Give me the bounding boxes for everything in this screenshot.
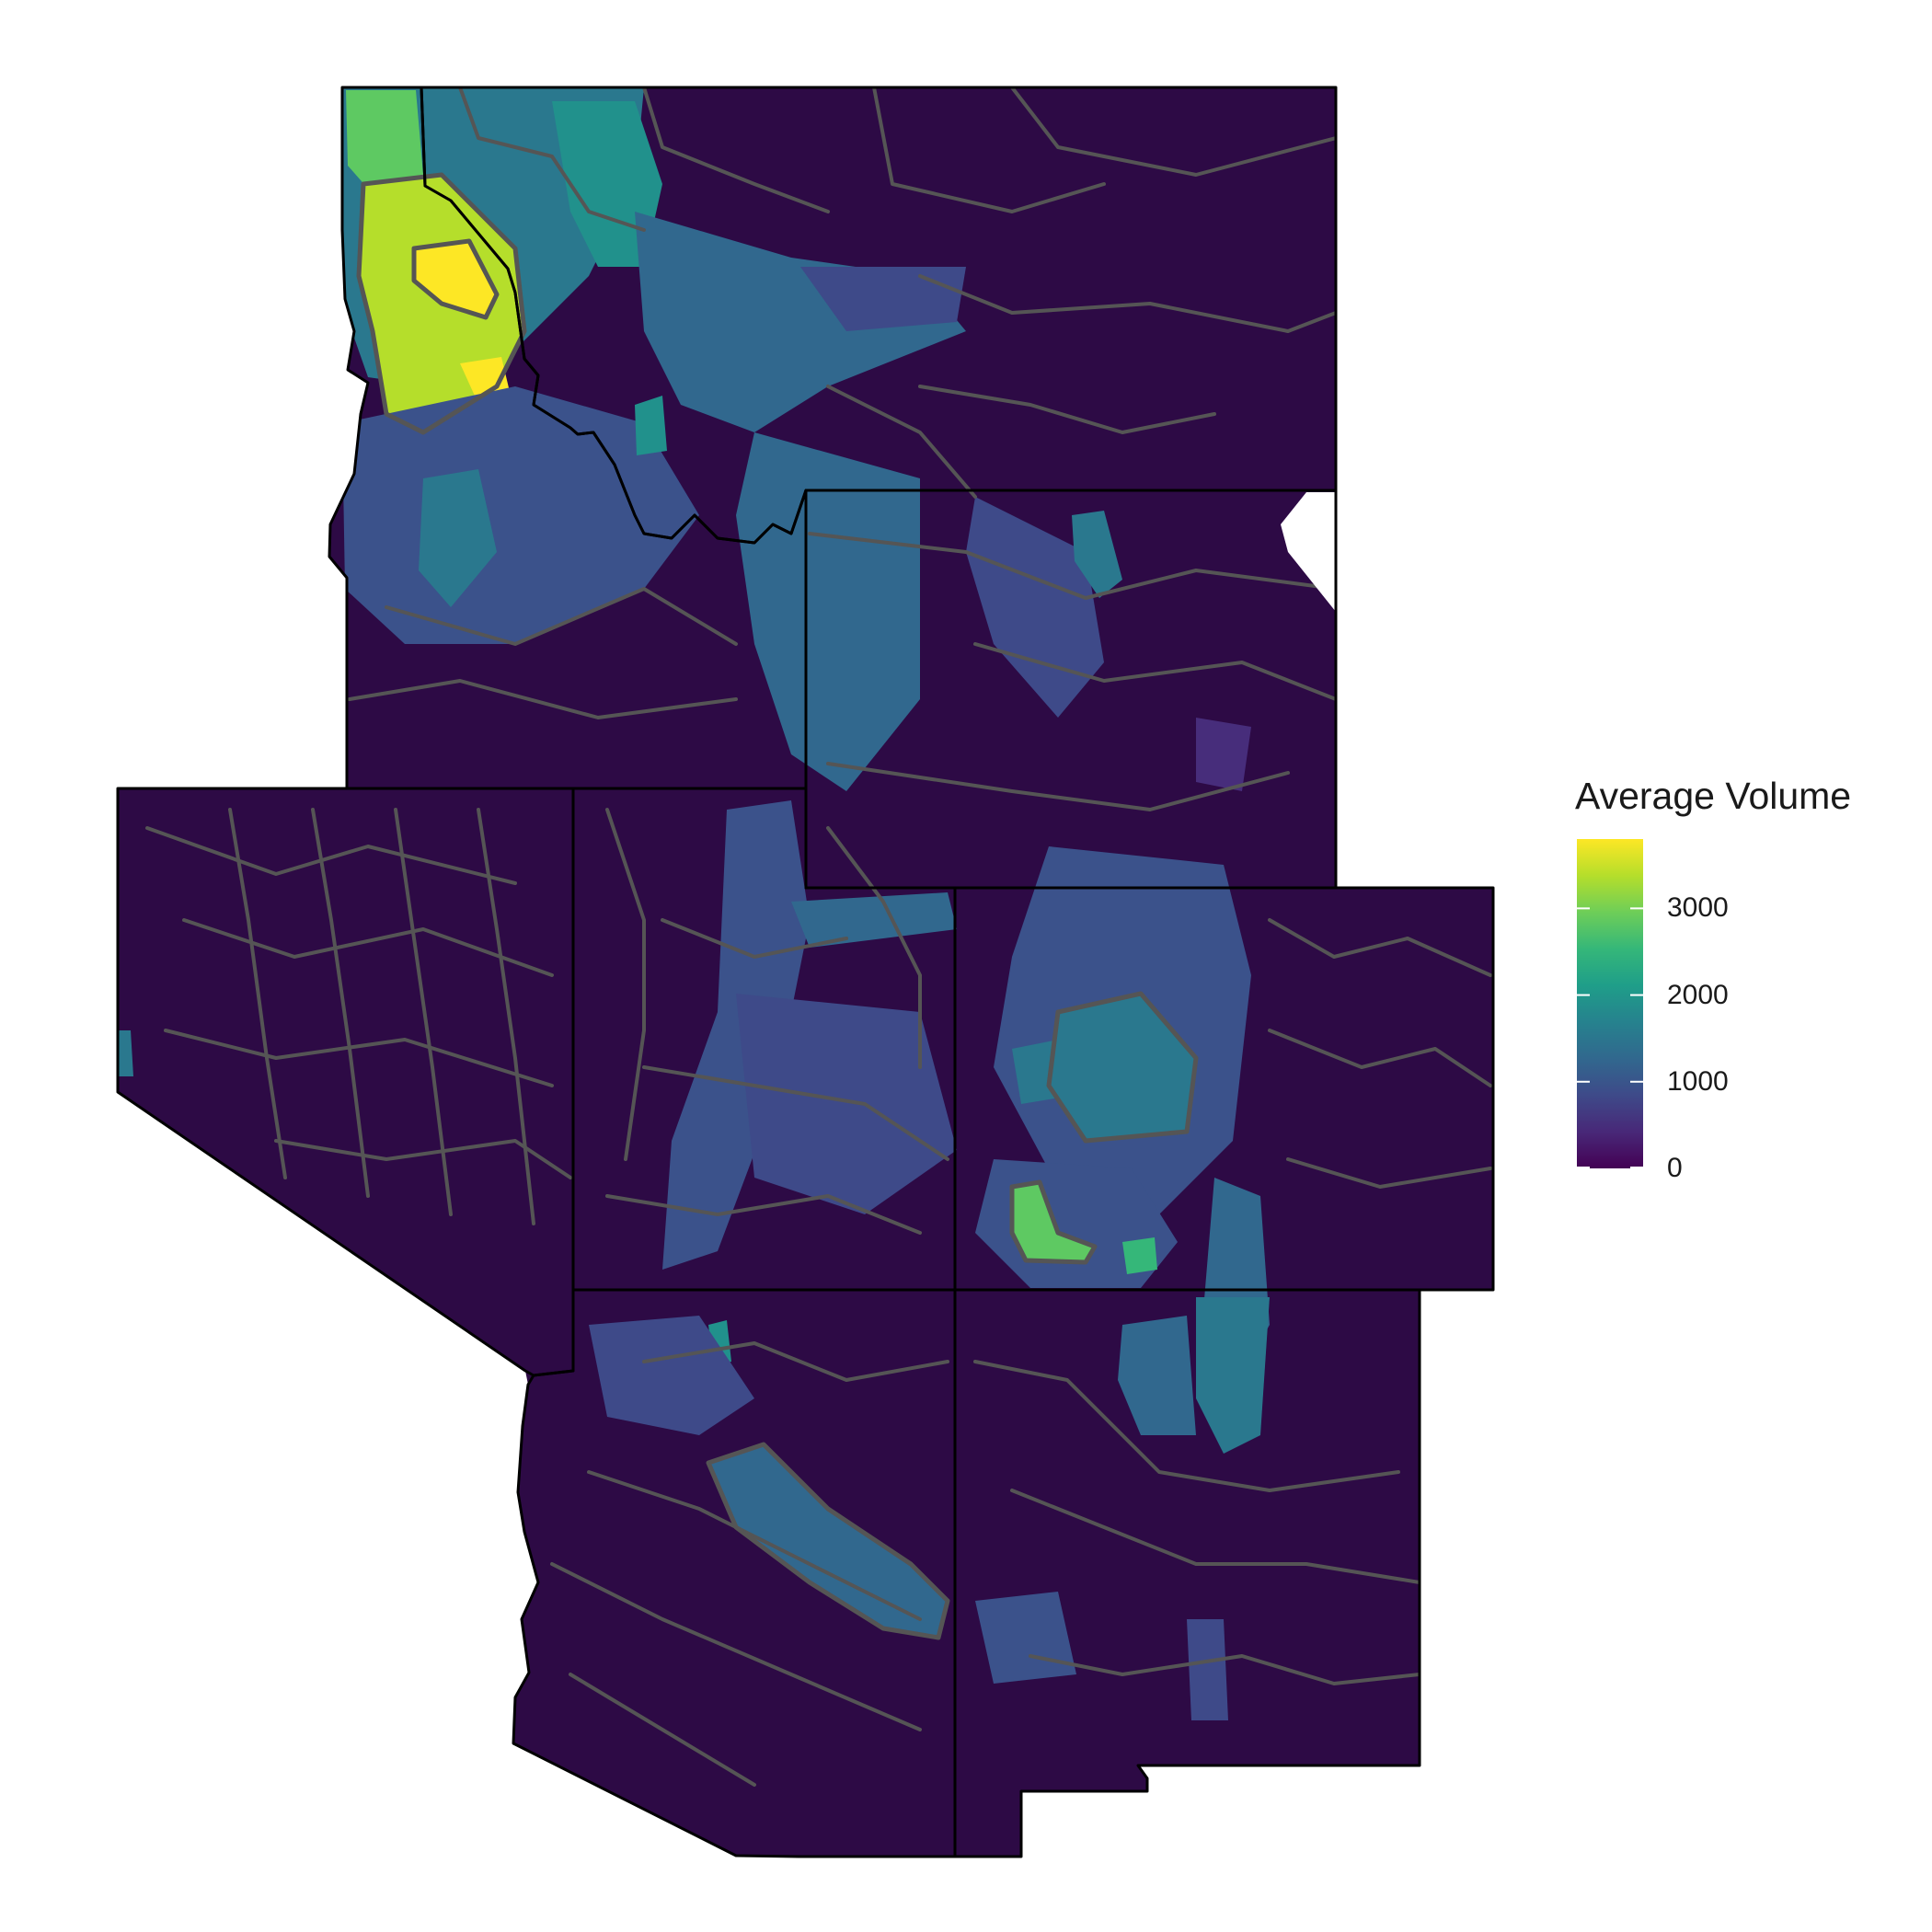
region-utah-wasatch (662, 800, 810, 1270)
region-montana-east-blue (800, 267, 966, 331)
state-outline-idaho (328, 86, 808, 790)
region-wyoming-teal-oval (1072, 511, 1122, 598)
region-montana-teal-small (635, 396, 667, 455)
region-nm-sangre (1196, 1297, 1270, 1454)
volume-regions (118, 87, 1270, 1720)
region-colorado-green-small (1122, 1237, 1157, 1274)
region-colorado-teal-west (1012, 1040, 1076, 1104)
missing-data-area (1281, 492, 1336, 612)
region-idaho-teal-south (419, 469, 497, 607)
color-legend: Average Volume 0 1000 2000 3000 (1575, 775, 1888, 1183)
region-arizona-rim (708, 1444, 948, 1638)
region-nevada-west (118, 1030, 133, 1076)
legend-color-bar (1577, 839, 1643, 1168)
region-outline-highlights (356, 172, 1199, 1640)
region-wyoming-southeast (1196, 718, 1251, 791)
region-colorado-teal-core (1049, 994, 1196, 1141)
region-utah-plateau (736, 994, 957, 1214)
legend-title: Average Volume (1575, 775, 1852, 817)
region-idaho-green-strip (346, 90, 423, 189)
state-outline-colorado (953, 886, 1495, 1292)
land-layer (116, 86, 1495, 1858)
region-montana-blue-belt (635, 212, 966, 432)
legend-tick-label: 3000 (1667, 892, 1729, 924)
region-uinta (791, 892, 957, 948)
region-arizona-plateau (589, 1316, 754, 1435)
region-nm-sacramento (1187, 1619, 1228, 1720)
state-boundaries (116, 86, 1495, 1858)
legend-tick-label: 0 (1667, 1153, 1683, 1183)
region-nm-jemez (1118, 1316, 1196, 1435)
region-wyoming-west (736, 432, 920, 791)
legend-tick-label: 2000 (1667, 979, 1729, 1010)
region-wyoming-bighorn (966, 497, 1104, 718)
region-idaho-yellow (414, 241, 497, 317)
region-boundaries (145, 87, 1492, 1787)
state-outline-arizona (512, 1288, 957, 1858)
state-outline-new-mexico (953, 1288, 1421, 1858)
legend-tick-label: 1000 (1667, 1065, 1729, 1097)
